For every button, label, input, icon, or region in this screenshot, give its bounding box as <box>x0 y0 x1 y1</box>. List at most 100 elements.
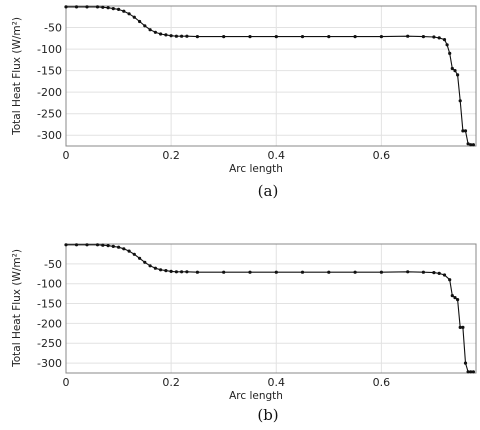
data-point <box>132 15 136 19</box>
data-point <box>437 36 441 40</box>
data-point <box>195 270 199 274</box>
y-tick-label: -50 <box>44 258 62 271</box>
data-point <box>143 24 147 28</box>
data-point <box>471 143 475 147</box>
data-point <box>432 35 436 39</box>
data-point <box>458 99 462 103</box>
data-point <box>143 260 147 264</box>
y-tick-label: -250 <box>37 337 62 350</box>
panel-label: (a) <box>258 182 279 200</box>
data-point <box>406 270 410 274</box>
data-point <box>406 34 410 38</box>
data-point <box>448 51 452 56</box>
data-point <box>169 269 173 273</box>
data-point <box>164 33 168 37</box>
data-point <box>248 35 252 39</box>
data-point <box>122 9 126 13</box>
x-tick-label: 0.4 <box>268 149 286 162</box>
data-point <box>185 34 189 38</box>
data-point <box>353 270 357 274</box>
data-point <box>159 32 163 36</box>
data-point <box>248 270 252 274</box>
y-tick-label: -300 <box>37 129 62 142</box>
data-point <box>111 244 115 248</box>
data-point <box>442 38 447 42</box>
panel-label: (b) <box>257 406 278 424</box>
y-axis-label: Total Heat Flux (W/m²) <box>11 17 23 136</box>
data-point <box>466 370 470 374</box>
data-point <box>85 5 89 9</box>
data-point <box>64 5 68 9</box>
data-point <box>74 5 79 9</box>
data-point <box>122 247 126 251</box>
data-point <box>153 266 157 270</box>
data-point <box>327 35 331 39</box>
data-point <box>456 298 460 302</box>
y-axis-label: Total Heat Flux (W/m²) <box>11 249 23 368</box>
data-point <box>153 30 157 34</box>
y-tick-label: -100 <box>37 43 62 56</box>
data-point <box>195 35 199 39</box>
data-point <box>174 270 178 274</box>
data-point <box>106 6 110 10</box>
y-tick-label: -50 <box>44 22 62 35</box>
data-point <box>442 273 447 277</box>
y-tick-label: -100 <box>37 278 62 291</box>
data-point <box>274 270 278 274</box>
data-point <box>437 271 441 275</box>
y-tick-label: -200 <box>37 317 62 330</box>
x-axis-label: Arc length <box>229 163 283 175</box>
data-point <box>453 69 457 73</box>
data-point <box>471 370 475 374</box>
data-point <box>185 270 189 274</box>
data-point <box>432 271 436 275</box>
data-point <box>127 249 131 253</box>
data-point <box>453 296 457 300</box>
data-point <box>159 268 163 272</box>
x-tick-label: 0.2 <box>162 149 180 162</box>
data-point <box>450 66 454 71</box>
data-point <box>174 34 178 38</box>
data-point <box>463 129 468 133</box>
data-point <box>64 243 68 247</box>
data-point <box>466 142 470 146</box>
data-point <box>469 143 473 147</box>
data-point <box>300 270 305 274</box>
data-point <box>300 35 305 39</box>
x-tick-label: 0.6 <box>373 376 391 389</box>
data-point <box>101 5 105 9</box>
y-tick-label: -150 <box>37 65 62 78</box>
data-point <box>127 12 131 16</box>
data-point <box>222 270 226 274</box>
data-point <box>106 244 110 248</box>
y-tick-label: -250 <box>37 108 62 121</box>
data-point <box>164 269 168 273</box>
data-point <box>101 243 105 247</box>
data-point <box>117 245 121 249</box>
data-point <box>379 35 383 39</box>
data-point <box>461 325 465 329</box>
data-point <box>95 5 100 9</box>
x-axis-label: Arc length <box>229 390 283 402</box>
data-point <box>180 270 184 274</box>
data-point <box>463 361 468 365</box>
plot-frame <box>65 243 477 374</box>
x-tick-label: 0 <box>63 149 70 162</box>
data-point <box>111 7 115 11</box>
data-point <box>132 252 136 256</box>
data-point <box>327 270 331 274</box>
data-point <box>95 243 100 247</box>
x-tick-label: 0.4 <box>268 376 286 389</box>
data-point <box>85 243 89 247</box>
data-point <box>458 325 462 329</box>
data-point <box>353 35 357 39</box>
data-point <box>117 7 121 11</box>
data-point <box>456 73 460 77</box>
x-tick-label: 0.6 <box>373 149 391 162</box>
data-point <box>421 35 425 39</box>
data-point <box>138 19 142 24</box>
y-tick-label: -150 <box>37 298 62 311</box>
data-point <box>448 278 452 282</box>
data-point <box>450 294 454 298</box>
